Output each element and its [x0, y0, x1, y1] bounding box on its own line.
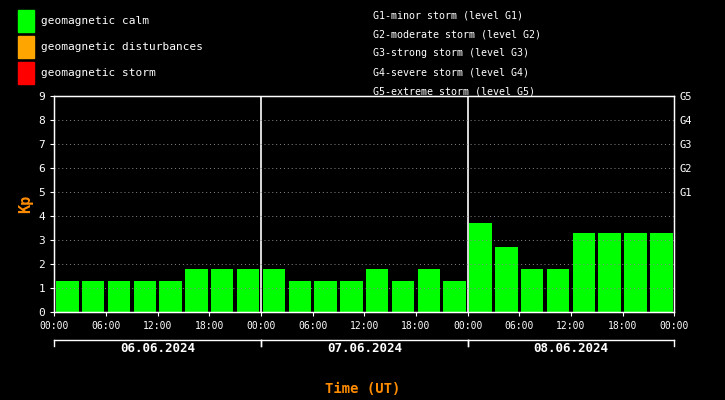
Bar — [82, 281, 104, 312]
Text: G1-minor storm (level G1): G1-minor storm (level G1) — [373, 10, 523, 20]
Text: 08.06.2024: 08.06.2024 — [534, 342, 608, 355]
Text: G3-strong storm (level G3): G3-strong storm (level G3) — [373, 48, 529, 58]
Bar — [495, 247, 518, 312]
Bar — [573, 233, 595, 312]
Bar — [650, 233, 673, 312]
Bar — [469, 223, 492, 312]
Bar — [211, 269, 233, 312]
Bar — [366, 269, 389, 312]
Bar — [108, 281, 130, 312]
Bar — [315, 281, 337, 312]
Bar — [133, 281, 156, 312]
Bar — [160, 281, 182, 312]
Y-axis label: Kp: Kp — [18, 195, 33, 213]
Text: 07.06.2024: 07.06.2024 — [327, 342, 402, 355]
Bar — [444, 281, 466, 312]
Text: geomagnetic calm: geomagnetic calm — [41, 16, 149, 26]
Bar — [392, 281, 414, 312]
Bar — [262, 269, 285, 312]
Bar — [418, 269, 440, 312]
Bar — [547, 269, 569, 312]
Bar — [340, 281, 362, 312]
Bar — [185, 269, 207, 312]
Text: G4-severe storm (level G4): G4-severe storm (level G4) — [373, 68, 529, 78]
Bar — [289, 281, 311, 312]
Text: geomagnetic storm: geomagnetic storm — [41, 68, 156, 78]
Text: Time (UT): Time (UT) — [325, 382, 400, 396]
Text: 06.06.2024: 06.06.2024 — [120, 342, 195, 355]
Bar — [598, 233, 621, 312]
Bar — [237, 269, 260, 312]
Text: G5-extreme storm (level G5): G5-extreme storm (level G5) — [373, 87, 535, 97]
Text: G2-moderate storm (level G2): G2-moderate storm (level G2) — [373, 29, 542, 39]
Bar — [521, 269, 544, 312]
Bar — [56, 281, 78, 312]
Bar — [624, 233, 647, 312]
Text: geomagnetic disturbances: geomagnetic disturbances — [41, 42, 203, 52]
